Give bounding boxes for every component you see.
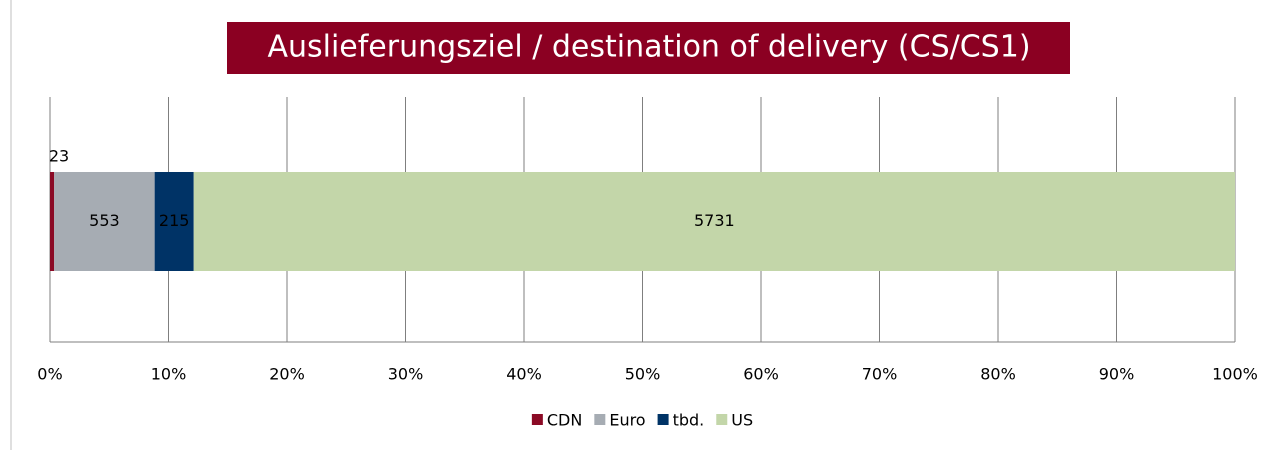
legend-swatch: [658, 414, 669, 425]
x-tick-label: 50%: [625, 365, 661, 384]
legend-label: tbd.: [673, 411, 705, 430]
x-tick-label: 100%: [1212, 365, 1258, 384]
page: {"chart_data": {"type": "bar", "orientat…: [0, 0, 1279, 450]
legend-label: US: [731, 411, 753, 430]
x-tick-label: 0%: [37, 365, 62, 384]
data-label: 23: [49, 147, 69, 166]
legend-swatch: [716, 414, 727, 425]
legend-swatch: [532, 414, 543, 425]
x-tick-label: 10%: [151, 365, 187, 384]
legend-label: CDN: [547, 411, 582, 430]
chart: Auslieferungsziel / destination of deliv…: [0, 0, 1279, 450]
data-label: 5731: [694, 211, 735, 230]
x-tick-label: 30%: [388, 365, 424, 384]
x-tick-label: 80%: [980, 365, 1016, 384]
x-tick-label: 90%: [1099, 365, 1135, 384]
x-tick-label: 20%: [269, 365, 305, 384]
chart-title: Auslieferungsziel / destination of deliv…: [267, 30, 1030, 65]
legend-swatch: [594, 414, 605, 425]
data-label: 215: [159, 211, 190, 230]
x-tick-label: 40%: [506, 365, 542, 384]
data-label: 553: [89, 211, 120, 230]
x-tick-label: 70%: [862, 365, 898, 384]
legend-label: Euro: [609, 411, 645, 430]
x-tick-label: 60%: [743, 365, 779, 384]
bar-segment: [50, 172, 54, 271]
